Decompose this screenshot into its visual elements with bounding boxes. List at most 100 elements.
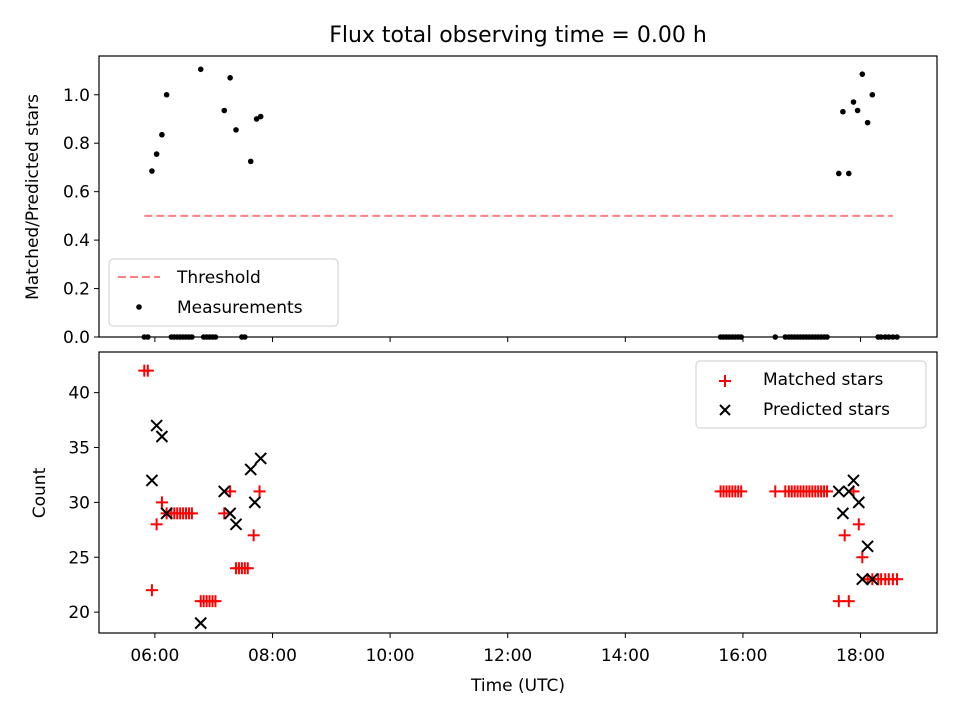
matched-star-point [891,573,904,586]
predicted-star-point [145,474,159,487]
matched-star-point [821,485,834,498]
predicted-star-point [218,485,231,498]
ratio-y-tick-label: 1.0 [63,86,90,106]
measurement-point [869,91,876,98]
matched-star-point [247,529,260,542]
measurement-point [149,168,155,174]
predicted-star-point [223,507,237,520]
count-y-axis: 20 25 30 35 40 [68,384,99,623]
predicted-star-point [160,507,173,520]
measurement-point [253,116,260,122]
predicted-star-point [852,496,865,509]
predicted-star-point [194,616,207,630]
predicted-star-point [254,452,267,465]
time-x-axis-label: Time (UTC) [470,676,565,696]
threshold-legend-label: Threshold [176,268,261,288]
predicted-star-point [155,430,169,443]
ratio-y-tick-label: 0.8 [63,134,90,154]
matched-star-point [141,364,154,377]
count-y-tick-label: 20 [68,603,90,623]
matched-star-point [145,584,158,597]
measurement-point [163,91,170,98]
time-x-tick-label: 12:00 [483,646,532,666]
measurements-legend-swatch [136,304,142,310]
time-x-tick-label: 18:00 [836,646,885,666]
matched-star-point [852,518,865,531]
predicted-star-point [229,518,243,531]
measurement-point [159,131,165,138]
predicted-star-point [866,573,879,586]
time-x-axis: 06:00 08:00 10:00 12:00 14:00 16:00 18:00 [130,633,885,666]
predicted-star-point [847,474,860,487]
measurement-point [221,107,228,114]
matched-star-point [856,551,869,564]
predicted-star-point [842,485,855,498]
time-x-tick-label: 08:00 [248,646,297,666]
matched-star-point [735,485,748,498]
ratio-panel-frame [98,55,938,338]
ratio-panel: 0.0 0.2 0.4 0.6 0.8 1.0 Matched/Predicted sta… [23,55,938,348]
measurement-point [153,151,160,157]
ratio-legend-box [108,258,339,327]
ratio-y-tick-label: 0.4 [63,231,90,251]
measurement-point [835,170,842,177]
measurement-point [850,99,857,105]
predicted-legend-label: Predicted stars [763,400,890,420]
matched-star-point [150,518,163,531]
matched-star-point [842,595,855,608]
matched-star-point [241,562,254,575]
count-y-tick-label: 25 [68,548,90,568]
matched-stars-points [138,364,904,608]
measurement-point [859,71,866,77]
count-y-tick-label: 30 [68,493,90,513]
ratio-y-tick-label: 0.0 [63,328,90,348]
time-x-tick-label: 14:00 [601,646,650,666]
matched-legend-swatch [719,375,731,387]
count-legend-box [695,360,927,429]
matched-star-point [253,485,266,498]
count-y-tick-label: 35 [68,438,90,458]
ratio-legend: Threshold Measurements [108,258,339,327]
chart-title: Flux total observing time = 0.00 h [329,23,707,48]
predicted-legend-swatch [719,404,731,416]
time-x-tick-label: 06:00 [130,646,179,666]
ratio-y-axis: 0.0 0.2 0.4 0.6 0.8 1.0 [63,86,99,348]
matched-star-point [185,507,198,520]
predicted-star-point [836,507,850,520]
matched-star-point [224,485,237,498]
time-x-tick-label: 10:00 [366,646,415,666]
matched-star-point [218,507,231,520]
measurement-point [227,75,233,81]
measurement-point [247,158,254,165]
measurement-point [233,127,239,133]
time-x-tick-label: 16:00 [718,646,767,666]
matched-star-point [209,595,222,608]
matched-legend-label: Matched stars [763,370,883,390]
count-y-tick-label: 40 [68,384,90,404]
ratio-x-ticks [154,337,862,342]
measurement-point [864,119,871,126]
predicted-star-point [856,573,869,586]
count-y-axis-label: Count [30,467,50,518]
measurements-legend-label: Measurements [177,298,303,318]
predicted-star-point [861,540,874,553]
ratio-y-tick-label: 0.2 [63,280,90,300]
measurement-point [197,66,204,73]
predicted-star-point [832,485,845,498]
count-panel: 20 25 30 35 40 06:00 08:00 10:00 12:00 14:00 16:0… [30,351,938,696]
predicted-stars-points [145,419,879,630]
measurement-point [854,107,861,114]
matched-star-point [838,529,851,542]
count-panel-frame [98,351,938,634]
measurement-point [840,108,846,115]
measurement-point [845,170,852,177]
ratio-y-axis-label: Matched/Predicted stars [23,94,43,300]
measurement-point [257,113,264,120]
matched-star-point [155,496,168,509]
predicted-star-point [248,496,262,509]
count-legend: Matched stars Predicted stars [695,360,927,429]
predicted-star-point [150,419,163,432]
predicted-star-point [244,463,257,476]
ratio-y-tick-label: 0.6 [63,183,90,203]
